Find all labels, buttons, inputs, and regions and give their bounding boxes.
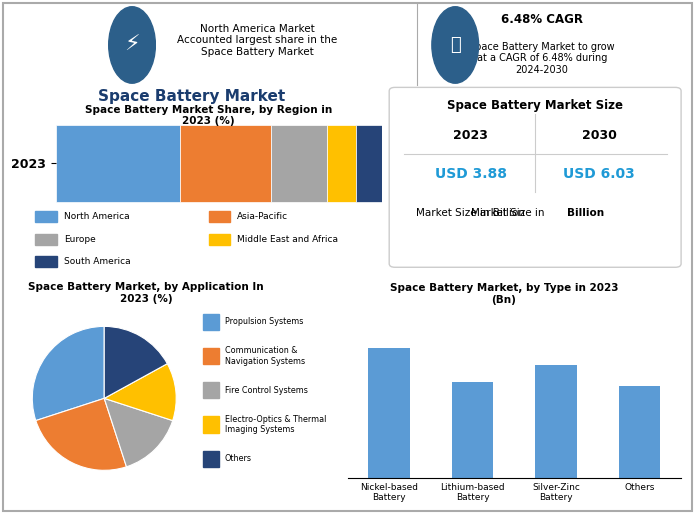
Text: Space Battery Market Size: Space Battery Market Size [447,99,623,112]
Bar [35,211,57,222]
Bar [204,314,219,330]
Text: 6.48% CAGR: 6.48% CAGR [501,13,583,26]
Bar [208,211,230,222]
Text: Electro-Optics & Thermal
Imaging Systems: Electro-Optics & Thermal Imaging Systems [225,415,326,434]
Text: Space Battery Market Share, by Region in
2023 (%): Space Battery Market Share, by Region in… [85,105,332,126]
Bar [204,348,219,364]
Wedge shape [104,326,167,398]
Text: Space Battery Market, by Type in 2023
(Bn): Space Battery Market, by Type in 2023 (B… [390,283,618,305]
Text: Billion: Billion [567,208,605,218]
Bar [327,125,356,202]
Text: Asia-Pacific: Asia-Pacific [238,212,288,221]
Text: Middle East and Africa: Middle East and Africa [238,235,338,244]
Bar [204,382,219,398]
Text: North America: North America [64,212,129,221]
Text: Propulsion Systems: Propulsion Systems [225,317,303,326]
Text: ⚡: ⚡ [124,35,140,55]
Bar [452,382,493,478]
Bar [619,386,660,478]
Text: Fire Control Systems: Fire Control Systems [225,386,308,395]
Text: Communication &
Navigation Systems: Communication & Navigation Systems [225,346,305,366]
Text: USD 6.03: USD 6.03 [564,167,635,181]
Bar [35,256,57,267]
Bar [208,234,230,245]
Bar [204,450,219,467]
Text: Market Size in: Market Size in [471,208,548,218]
Bar [356,125,382,202]
Text: 2030: 2030 [582,130,616,142]
Text: Others: Others [225,454,252,463]
Text: South America: South America [64,257,131,266]
Text: USD 3.88: USD 3.88 [435,167,507,181]
Circle shape [108,7,156,83]
Wedge shape [32,326,104,420]
Bar [56,125,180,202]
Wedge shape [104,364,177,420]
Bar [204,416,219,433]
Text: North America Market
Accounted largest share in the
Space Battery Market: North America Market Accounted largest s… [177,24,337,57]
Text: Space Battery Market, by Application In
2023 (%): Space Battery Market, by Application In … [28,282,264,304]
Wedge shape [36,398,126,470]
Text: 🔥: 🔥 [450,36,461,54]
Bar [535,365,577,478]
Wedge shape [104,398,172,467]
Bar [35,234,57,245]
Text: 2023: 2023 [454,130,489,142]
Text: Space Battery Market to grow
at a CAGR of 6.48% during
2024-2030: Space Battery Market to grow at a CAGR o… [469,42,615,75]
Bar [180,125,271,202]
Text: Market Size in Billion: Market Size in Billion [416,208,525,218]
FancyBboxPatch shape [389,87,681,267]
Circle shape [432,7,479,83]
Text: Space Battery Market: Space Battery Market [97,89,285,104]
Bar [368,348,410,478]
Text: Europe: Europe [64,235,96,244]
Bar [271,125,327,202]
